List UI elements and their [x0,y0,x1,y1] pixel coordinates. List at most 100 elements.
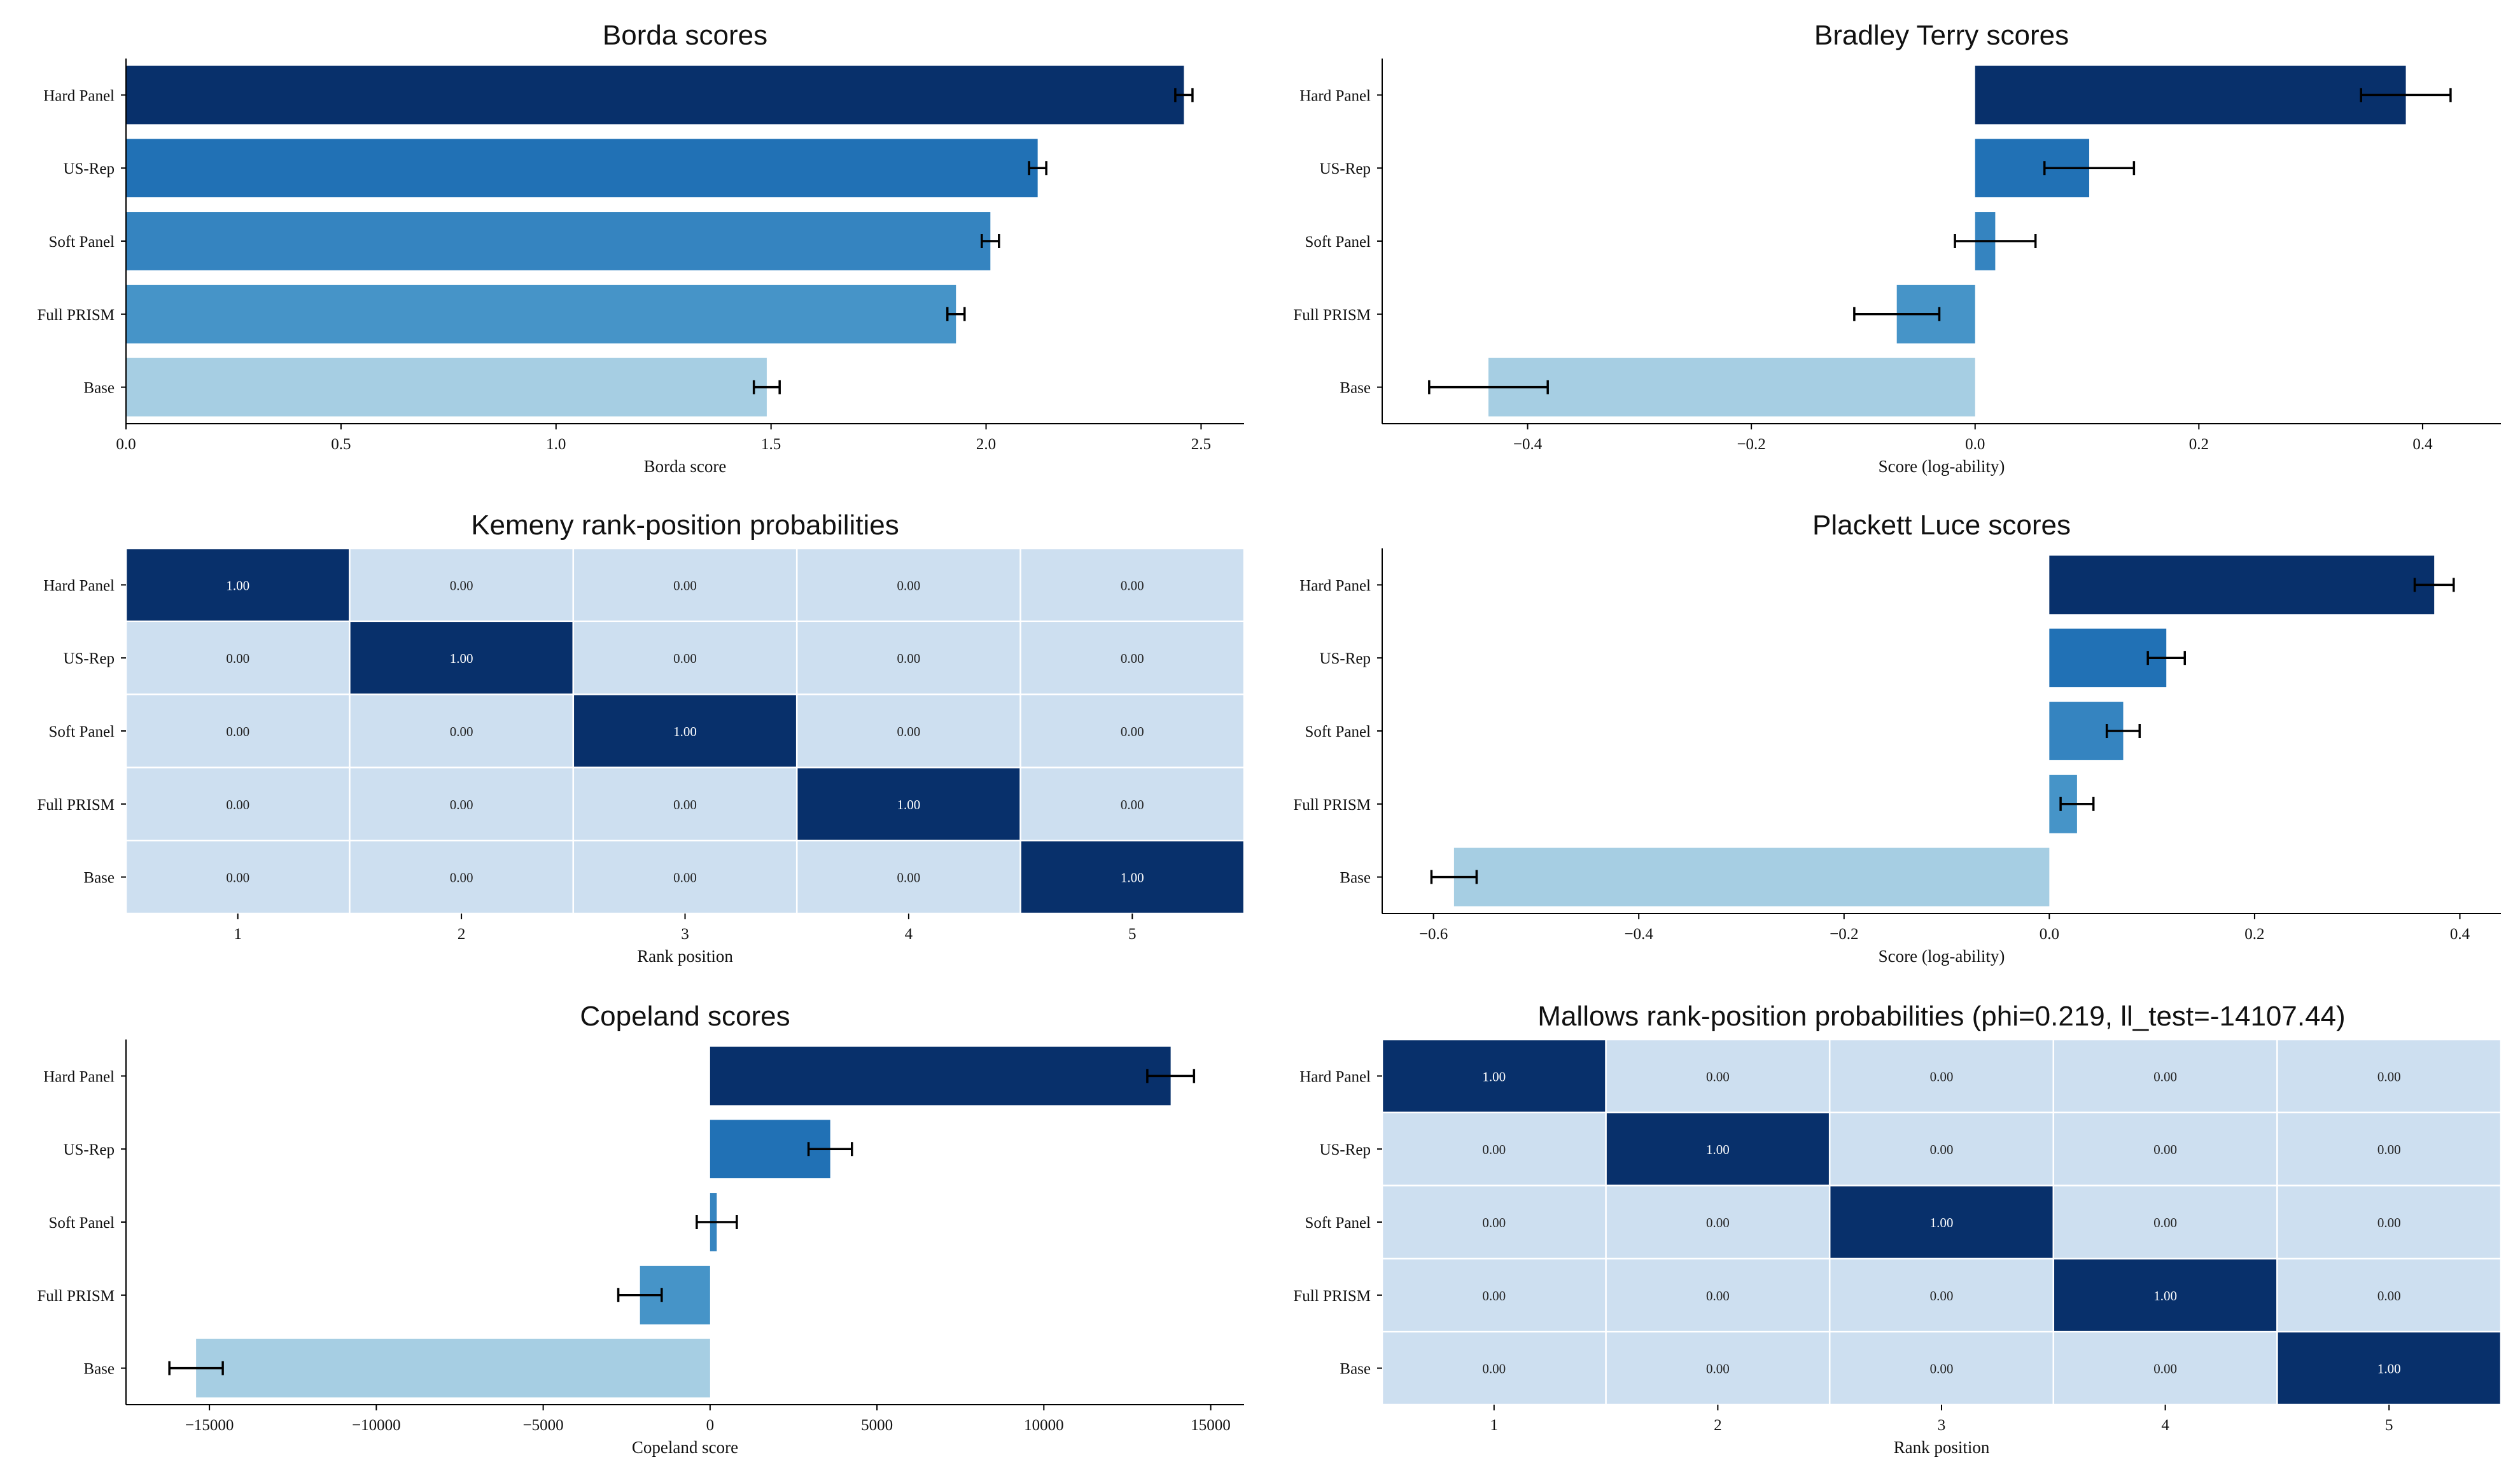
x-tick-label: 2 [458,926,466,943]
heatmap-cell [125,839,351,915]
x-tick-label: 15000 [1191,1417,1231,1434]
y-tick-label: Full PRISM [37,1288,115,1305]
heatmap-cell [2052,1111,2278,1186]
panel-kemeny: Kemeny rank-position probabilities 1.00 0.… [37,510,1245,966]
cell-value-label: 0.00 [1930,1288,1954,1304]
x-tick-label: 0.2 [2244,926,2264,943]
cell-value-label: 0.00 [1930,1361,1954,1377]
x-tick-label: −15000 [185,1417,234,1434]
bar-base [126,358,767,417]
heatmap-cell [795,547,1021,623]
heatmap-cell [349,693,575,768]
heatmap-cell [1019,620,1245,695]
x-tick-label: 0.0 [1965,436,1985,453]
x-tick-label: 0 [706,1417,715,1434]
y-tick-label: Full PRISM [37,307,115,324]
x-tick-label: −0.2 [1737,436,1765,453]
heatmap-cell [1019,693,1245,768]
heatmap-cell [1605,1330,1831,1406]
y-tick-label: Hard Panel [43,87,115,104]
x-axis-label: Rank position [637,947,733,966]
cell-value-label: 0.00 [2377,1142,2401,1157]
y-tick-label: Hard Panel [1299,577,1371,594]
y-tick-label: Soft Panel [1305,1214,1371,1232]
heatmap-cell [572,767,798,842]
chart-title: Plackett Luce scores [1812,510,2071,541]
x-tick-label: 3 [681,926,689,943]
x-tick-label: 4 [2161,1417,2169,1434]
x-tick-label: −0.2 [1830,926,1858,943]
heatmap-cell [1019,767,1245,842]
y-tick-label: Hard Panel [43,577,115,594]
y-tick-label: US-Rep [63,650,115,667]
cell-value-label: 1.00 [1121,870,1144,886]
cell-value-label: 0.00 [1930,1142,1954,1157]
x-tick-label: −0.4 [1513,436,1543,453]
x-tick-label: 0.0 [116,436,136,453]
heatmap-cell [2052,1258,2278,1333]
x-tick-label: 0.5 [331,436,351,453]
chart-title: Borda scores [603,20,767,51]
cell-value-label: 1.00 [1482,1069,1506,1084]
cell-value-label: 0.00 [673,797,697,812]
x-tick-label: 1.5 [761,436,781,453]
heatmap-cell [1381,1258,1607,1333]
cell-value-label: 0.00 [450,870,473,886]
cell-value-label: 1.00 [450,651,473,666]
cell-value-label: 0.00 [2377,1069,2401,1084]
cell-value-label: 0.00 [897,724,921,739]
cell-value-label: 0.00 [1121,797,1144,812]
cell-value-label: 0.00 [897,651,921,666]
x-axis-label: Rank position [1894,1438,1990,1457]
bar-base [196,1338,710,1398]
bar-hard-panel [710,1046,1171,1106]
cell-value-label: 0.00 [1706,1288,1730,1304]
x-tick-label: 3 [1938,1417,1946,1434]
cell-value-label: 0.00 [2377,1215,2401,1230]
heatmap-cell [1019,839,1245,915]
cell-value-label: 0.00 [1930,1069,1954,1084]
x-tick-label: 10000 [1024,1417,1064,1434]
heatmap-cell [2276,1111,2502,1186]
cell-value-label: 1.00 [897,797,921,812]
bar-base [1453,847,2050,907]
y-tick-label: Soft Panel [49,1214,115,1232]
y-tick-label: Full PRISM [37,796,115,814]
chart-title: Mallows rank-position probabilities (phi… [1537,1001,2345,1032]
panel-plackett-luce: Plackett Luce scores Hard Panel US-Rep Soft… [1293,510,2501,966]
cell-value-label: 0.00 [1706,1069,1730,1084]
heatmap-cell [1381,1038,1607,1114]
cell-value-label: 0.00 [226,651,249,666]
cell-value-label: 0.00 [2153,1069,2177,1084]
heatmap-cell [2276,1038,2502,1114]
x-tick-label: 5 [1128,926,1137,943]
heatmap-cell [1605,1111,1831,1186]
bar-us-rep [126,139,1038,198]
heatmap-cell [572,693,798,768]
cell-value-label: 0.00 [2153,1142,2177,1157]
heatmap-cell [2052,1038,2278,1114]
panel-bradley-terry: Bradley Terry scores Hard Panel US-Rep Soft… [1293,20,2501,476]
cell-value-label: 0.00 [226,797,249,812]
cell-value-label: 0.00 [897,578,921,593]
x-axis-label: Borda score [644,457,727,476]
y-tick-label: US-Rep [63,1141,115,1158]
cell-value-label: 0.00 [450,724,473,739]
cell-value-label: 0.00 [1706,1215,1730,1230]
bar-base [1488,358,1975,417]
y-tick-label: US-Rep [1319,1141,1371,1158]
x-tick-label: 5 [2385,1417,2393,1434]
cell-value-label: 0.00 [673,651,697,666]
heatmap-cell [1828,1038,2055,1114]
y-tick-label: Soft Panel [49,723,115,740]
cell-value-label: 0.00 [226,870,249,886]
cell-value-label: 0.00 [1482,1288,1506,1304]
heatmap-cell [795,839,1021,915]
y-tick-label: Hard Panel [43,1068,115,1085]
cell-value-label: 0.00 [1121,724,1144,739]
cell-value-label: 0.00 [673,578,697,593]
x-tick-label: 0.4 [2412,436,2433,453]
heatmap-cell [1605,1185,1831,1260]
y-tick-label: US-Rep [63,160,115,177]
cell-value-label: 0.00 [450,578,473,593]
